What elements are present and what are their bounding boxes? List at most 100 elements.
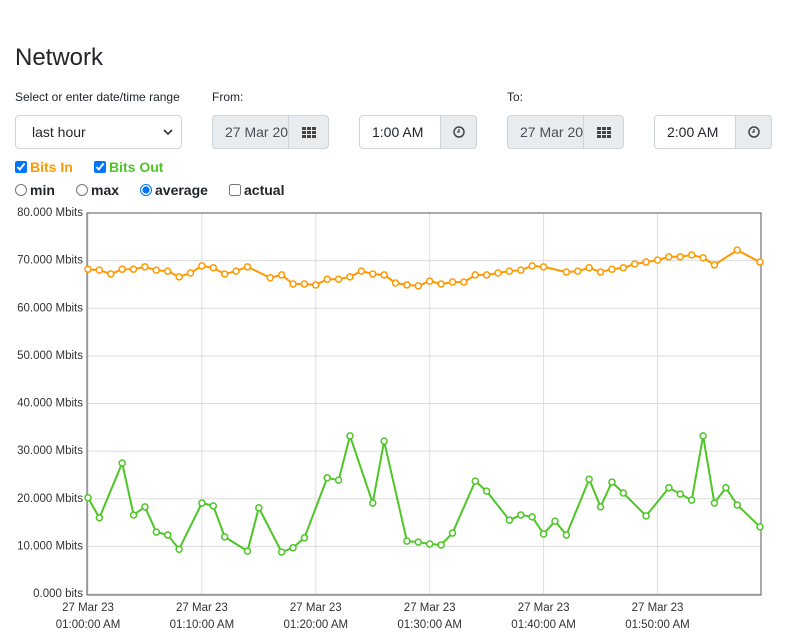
actual-label: actual [244, 182, 285, 198]
data-point [676, 253, 685, 261]
data-point [209, 502, 218, 510]
data-point [323, 474, 331, 482]
stat-option[interactable]: average [140, 182, 208, 198]
data-point [300, 534, 309, 542]
from-label: From: [212, 90, 244, 104]
series-line [87, 248, 761, 287]
x-tick-label: 01:30:00 AM [397, 619, 462, 631]
radio[interactable] [140, 184, 152, 196]
data-point [289, 280, 297, 288]
to-time-button[interactable] [735, 115, 772, 149]
data-point [539, 530, 548, 538]
data-point [414, 282, 423, 290]
data-point [653, 256, 662, 264]
checkbox[interactable] [15, 161, 27, 173]
data-point [152, 266, 161, 274]
checkbox[interactable] [94, 161, 106, 173]
data-point [334, 275, 343, 283]
data-point [118, 265, 126, 273]
data-point [312, 281, 320, 289]
data-point [380, 271, 388, 279]
from-date-button[interactable] [288, 115, 329, 149]
x-tick-label: 27 Mar 23 [404, 602, 456, 614]
data-point [676, 490, 685, 498]
data-point [95, 514, 104, 522]
to-date-button[interactable] [583, 115, 624, 149]
data-point [289, 544, 297, 552]
data-point [517, 511, 525, 519]
data-point [300, 280, 309, 288]
y-tick-label: 80.000 Mbits [17, 207, 83, 219]
clock-icon [452, 126, 465, 138]
data-point [619, 264, 628, 272]
data-point [596, 268, 605, 276]
plot-border [86, 212, 762, 596]
data-point [346, 432, 354, 440]
actual-toggle[interactable]: actual [229, 182, 284, 198]
radio[interactable] [15, 184, 27, 196]
data-point [152, 528, 161, 536]
data-point [460, 278, 468, 286]
from-date[interactable]: 27 Mar 2023 [212, 115, 289, 149]
data-point [84, 265, 92, 273]
data-point [186, 269, 195, 277]
data-point [448, 278, 457, 286]
data-point [756, 523, 764, 531]
range-select[interactable]: last hour [15, 115, 182, 149]
from-time-button[interactable] [440, 115, 477, 149]
series-toggle[interactable]: Bits In [15, 159, 73, 175]
data-point [517, 266, 525, 274]
stat-label: average [155, 182, 208, 198]
data-point [129, 511, 138, 519]
page-title: Network [15, 44, 104, 71]
data-point [642, 512, 650, 520]
data-point [277, 271, 286, 279]
y-tick-label: 10.000 Mbits [17, 540, 83, 552]
data-point [414, 538, 423, 546]
range-value: last hour [32, 124, 86, 140]
to-label: To: [507, 90, 524, 104]
data-point [733, 246, 741, 254]
data-point [756, 258, 764, 266]
x-tick-label: 27 Mar 23 [632, 602, 684, 614]
data-point [198, 499, 206, 507]
data-point [107, 270, 115, 278]
data-point [243, 547, 252, 555]
radio[interactable] [76, 184, 88, 196]
data-point [357, 267, 366, 275]
data-point [642, 258, 650, 266]
data-point [425, 540, 434, 548]
data-point [129, 265, 138, 273]
stat-option[interactable]: max [76, 182, 119, 198]
stat-option[interactable]: min [15, 182, 55, 198]
data-point [84, 494, 92, 502]
y-tick-label: 0.000 bits [33, 588, 83, 600]
data-point [232, 267, 240, 275]
data-point [403, 281, 411, 289]
series-toggle[interactable]: Bits Out [94, 159, 163, 175]
data-point [699, 432, 707, 440]
series-line [87, 432, 761, 554]
data-point [665, 253, 673, 261]
data-point [665, 484, 673, 492]
calendar-icon [596, 126, 611, 138]
data-point [255, 504, 263, 512]
data-point [368, 499, 377, 507]
data-point [243, 263, 252, 271]
data-point [687, 251, 696, 259]
y-tick-label: 20.000 Mbits [17, 493, 83, 505]
checkbox[interactable] [229, 184, 241, 196]
data-point [323, 275, 331, 283]
to-date[interactable]: 27 Mar 2023 [507, 115, 584, 149]
data-point [710, 499, 719, 507]
data-point [266, 274, 274, 282]
x-tick-label: 01:20:00 AM [284, 619, 349, 631]
data-point [699, 254, 707, 262]
data-point [722, 484, 730, 492]
range-label: Select or enter date/time range [15, 90, 180, 104]
data-point [95, 266, 104, 274]
x-tick-label: 01:10:00 AM [170, 619, 235, 631]
data-point [551, 517, 559, 525]
clock-icon [747, 126, 760, 138]
